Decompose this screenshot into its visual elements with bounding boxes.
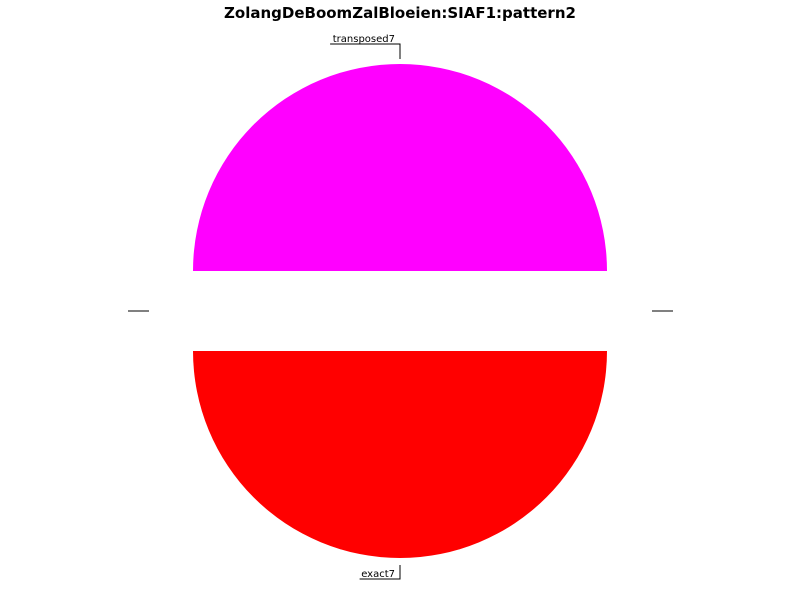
chart-title: ZolangDeBoomZalBloeien:SIAF1:pattern2 <box>224 4 576 22</box>
pie-slice-transposed7 <box>193 64 607 271</box>
pie-slice-exact7 <box>193 351 607 558</box>
pie-labels: transposed7 exact7 <box>330 34 401 580</box>
slice-label-transposed7: transposed7 <box>333 34 395 45</box>
slice-label-exact7: exact7 <box>361 569 395 580</box>
pie-slices <box>193 64 607 558</box>
leader-line-transposed7 <box>330 43 401 59</box>
leader-line-exact7 <box>359 565 401 580</box>
